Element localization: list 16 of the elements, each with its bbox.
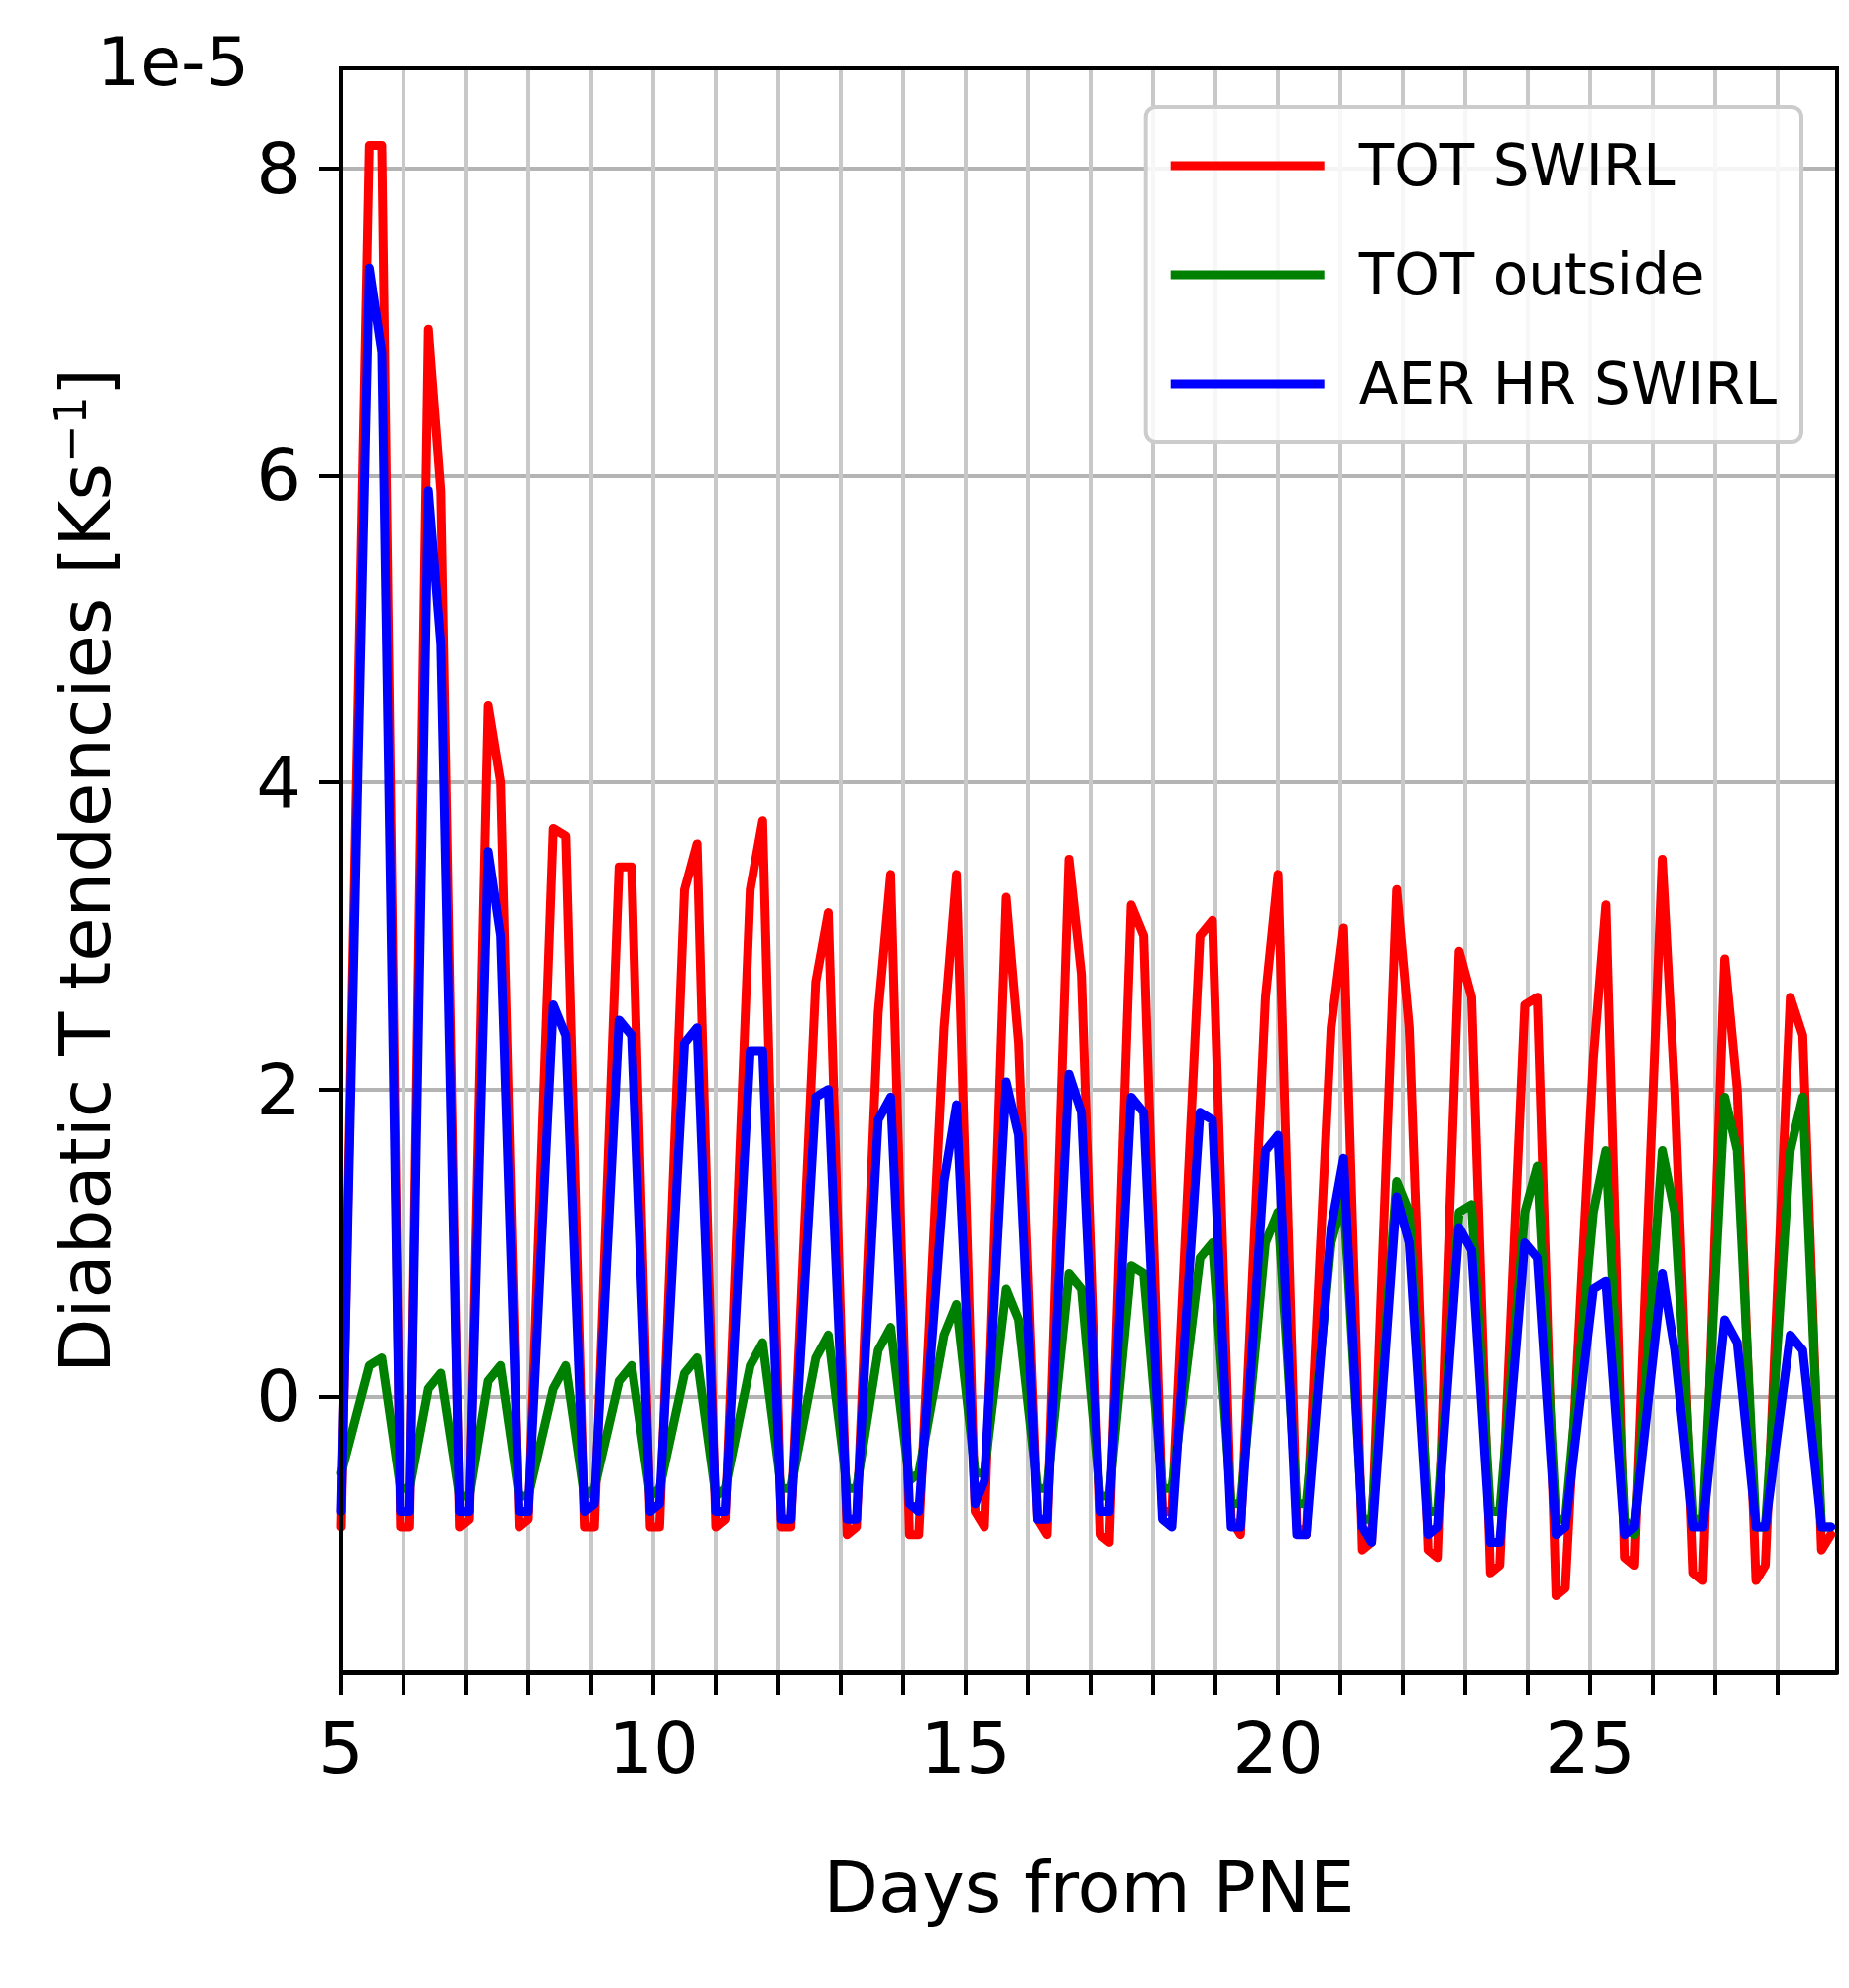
x-tick-label: 15	[920, 1706, 1011, 1790]
legend-label: TOT SWIRL	[1357, 132, 1676, 199]
x-tick-label: 10	[608, 1706, 699, 1790]
y-tick-label: 6	[256, 433, 301, 518]
y-axis-title: Diabatic T tendencies [Ks−1]	[44, 368, 127, 1373]
y-tick-label: 2	[256, 1047, 301, 1131]
x-tick-label: 5	[318, 1706, 364, 1790]
y-tick-label: 0	[256, 1354, 301, 1439]
x-tick-label: 25	[1545, 1706, 1636, 1790]
y-tick-label: 4	[256, 740, 301, 824]
text: 1e-5	[97, 22, 249, 101]
y-tick-label: 8	[256, 126, 301, 210]
legend-label: AER HR SWIRL	[1358, 350, 1777, 417]
legend-label: TOT outside	[1357, 241, 1705, 308]
x-axis-title: Days from PNE	[823, 1845, 1355, 1929]
x-tick-label: 20	[1232, 1706, 1324, 1790]
